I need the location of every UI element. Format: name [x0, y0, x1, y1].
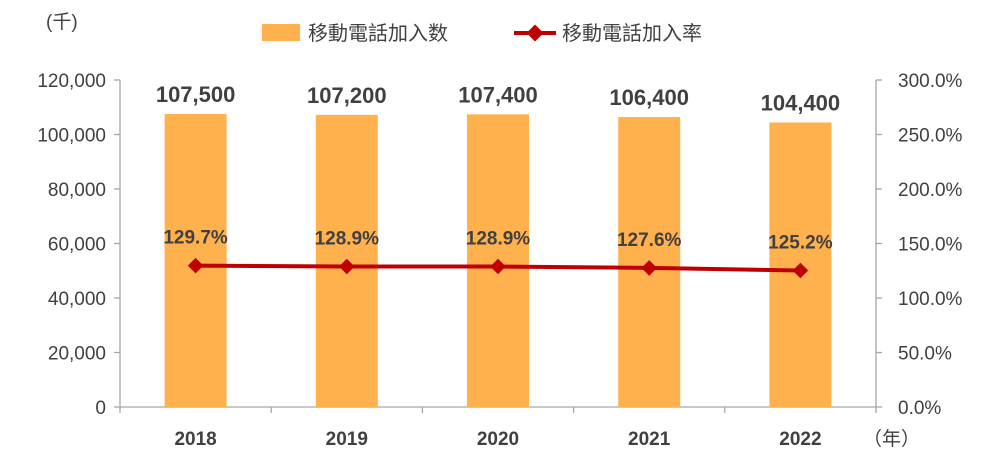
left-tick-label: 60,000: [48, 235, 106, 256]
axes: 0 20,000 40,000 60,000 80,000 100,000 120,000 0…: [37, 71, 962, 450]
x-tick-label: 2022: [779, 429, 821, 450]
rate-value-label: 128.9%: [315, 228, 380, 249]
right-tick-label: 250.0%: [898, 126, 963, 147]
left-tick-label: 0: [95, 398, 106, 419]
legend-label-line: 移動電話加入率: [562, 22, 702, 45]
legend-swatch-marker: [526, 24, 544, 42]
right-tick-label: 100.0%: [898, 289, 963, 310]
rate-value-label: 128.9%: [466, 228, 531, 249]
left-tick-label: 80,000: [48, 180, 106, 201]
left-tick-label: 100,000: [37, 126, 106, 147]
x-tick-label: 2018: [174, 429, 216, 450]
left-tick-label: 40,000: [48, 289, 106, 310]
rate-value-label: 129.7%: [163, 228, 228, 249]
right-tick-label: 300.0%: [898, 71, 963, 92]
bar-value-label: 107,500: [156, 82, 236, 107]
legend-label-bar: 移動電話加入数: [308, 22, 448, 45]
rate-value-label: 127.6%: [617, 230, 682, 251]
data-labels: 107,500 107,200 107,400 106,400 104,400 129.7…: [156, 82, 840, 253]
rate-point: [187, 257, 204, 274]
x-tick-label: 2019: [326, 429, 368, 450]
left-tick-label: 20,000: [48, 344, 106, 365]
bar-value-label: 106,400: [609, 85, 689, 110]
x-axis-unit: （年）: [863, 428, 920, 450]
bar-value-label: 107,400: [458, 82, 538, 107]
right-tick-label: 0.0%: [898, 398, 941, 419]
legend: 移動電話加入数 移動電話加入率: [262, 22, 702, 45]
right-tick-label: 150.0%: [898, 235, 963, 256]
bar-value-label: 107,200: [307, 83, 387, 108]
right-tick-label: 200.0%: [898, 180, 963, 201]
rate-value-label: 125.2%: [768, 233, 833, 254]
x-tick-label: 2021: [628, 429, 671, 450]
left-tick-label: 120,000: [37, 71, 106, 92]
x-tick-label: 2020: [477, 429, 519, 450]
legend-swatch-bar: [262, 24, 300, 41]
right-tick-label: 50.0%: [898, 344, 952, 365]
bar-value-label: 104,400: [761, 91, 841, 116]
left-axis-unit: (千): [46, 11, 78, 33]
